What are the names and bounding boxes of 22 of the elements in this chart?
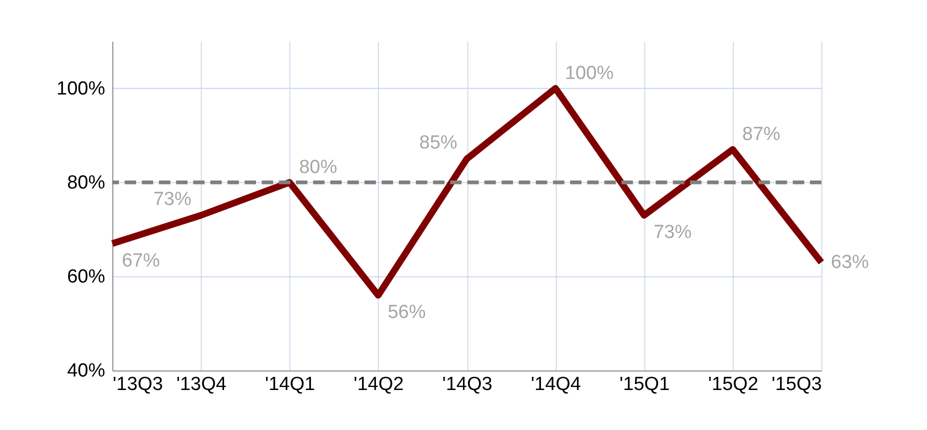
data-label: 80%: [299, 156, 338, 178]
y-tick-label: 40%: [67, 360, 106, 382]
data-label: 87%: [742, 124, 780, 145]
data-label: 73%: [153, 188, 192, 210]
x-tick-label: '15Q1: [619, 374, 670, 396]
data-label: 67%: [122, 250, 160, 272]
x-tick-label: '14Q4: [530, 374, 582, 396]
x-tick-label: '15Q3: [772, 374, 822, 396]
data-label: 73%: [654, 222, 692, 244]
x-tick-label: '14Q3: [442, 374, 492, 396]
x-tick-label: '14Q2: [354, 374, 404, 396]
y-tick-label: 60%: [67, 266, 106, 288]
x-tick-label: '15Q2: [708, 374, 758, 396]
data-label: 56%: [388, 302, 426, 324]
y-tick-label: 80%: [67, 172, 106, 194]
x-tick-label: '14Q1: [264, 374, 316, 396]
y-tick-label: 100%: [56, 78, 106, 100]
x-tick-label: '13Q3: [112, 374, 163, 396]
data-label: 100%: [564, 62, 614, 84]
data-label: 85%: [419, 132, 458, 154]
x-tick-label: '13Q4: [176, 374, 227, 396]
data-label: 63%: [830, 252, 870, 274]
